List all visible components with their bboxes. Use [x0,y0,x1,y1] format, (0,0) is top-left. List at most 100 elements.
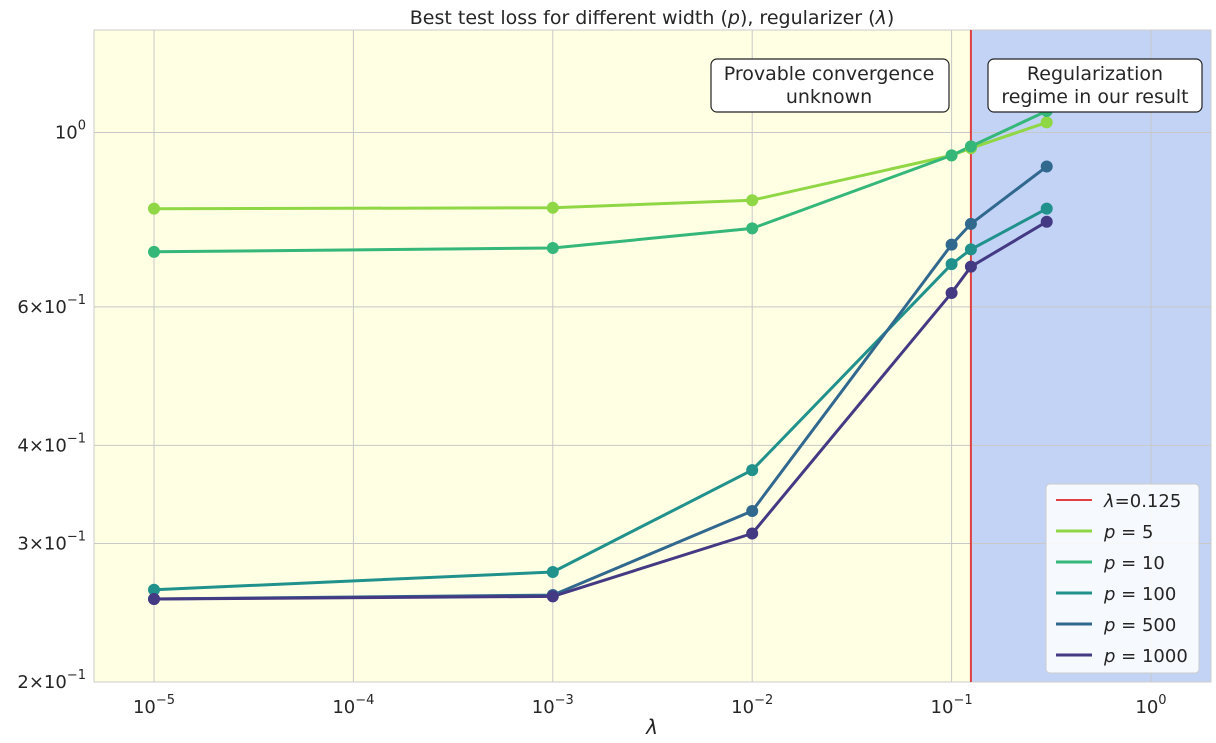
x-tick-base: 10 [332,697,355,718]
y-tick-exponent: −1 [67,293,86,308]
legend-text: = 10 [1115,553,1164,574]
data-point [546,590,559,603]
legend-box [1045,483,1200,674]
data-point [148,245,161,258]
y-tick-exponent: −1 [67,431,86,446]
series-line-3 [153,207,1048,592]
data-point [964,140,977,153]
legend-text: = 5 [1115,522,1153,543]
y-tick-base: 10 [44,672,67,693]
data-point [1040,215,1053,228]
annotation-box [710,58,950,113]
legend-text: =0.125 [1115,491,1182,512]
x-tick-label: 100 [1135,693,1166,718]
series-line-1 [153,120,1048,211]
x-tick-base: 10 [133,697,156,718]
legend-label: p = 500 [1103,615,1176,636]
data-point [746,505,759,518]
y-tick-base: 10 [44,297,67,318]
data-point [945,286,958,299]
legend-symbol: p [1103,522,1115,543]
series-lines [153,30,1048,682]
y-tick-label: 100 [55,118,86,143]
y-tick-exponent: −1 [67,530,86,545]
legend-text: = 500 [1115,615,1176,636]
chart-title: Best test loss for different width (p), … [410,7,894,29]
y-tick-exponent: 0 [78,118,86,133]
legend-symbol: p [1103,553,1115,574]
legend-symbol: p [1103,646,1115,667]
title-part: p [727,7,740,29]
y-tick-mantissa: 4× [17,435,44,456]
x-tick-exponent: −2 [754,693,773,708]
data-point [964,243,977,256]
x-tick-label: 10−1 [931,693,973,718]
annotation-text: unknown [786,86,872,108]
legend-label: p = 10 [1103,553,1165,574]
series-markers [148,104,1053,606]
x-tick-base: 10 [731,697,754,718]
x-tick-label: 10−5 [133,693,175,718]
data-point [945,149,958,162]
x-tick-base: 10 [931,697,954,718]
x-tick-base: 10 [532,697,555,718]
y-tick-label: 2×10−1 [17,668,86,693]
series-line-2 [153,109,1048,254]
x-tick-base: 10 [1135,697,1158,718]
data-point [746,527,759,540]
x-tick-exponent: −3 [555,693,574,708]
title-part: ), regularizer ( [740,7,876,29]
data-point [746,464,759,477]
data-point [945,238,958,251]
title-part: ) [887,7,894,29]
x-tick-exponent: −4 [355,693,374,708]
data-point [1040,116,1053,129]
legend-text: = 100 [1115,584,1176,605]
x-axis-label: λ [645,715,658,739]
legend-label: p = 5 [1103,522,1153,543]
data-point [746,194,759,207]
y-tick-mantissa: 3× [17,534,44,555]
series-line-5 [153,220,1048,601]
data-point [148,202,161,215]
data-point [964,260,977,273]
y-tick-mantissa: 6× [17,297,44,318]
data-point [1040,202,1053,215]
data-point [546,201,559,214]
y-tick-mantissa: 2× [17,672,44,693]
tick-labels: 10−5 10−4 10−3 10−2 10−1 1001006×10−14×10−13×… [17,118,1166,718]
data-point [148,593,161,606]
annotation-text: regime in our result [1001,86,1188,108]
legend-symbol: p [1103,615,1115,636]
plot-frame [93,29,1212,683]
data-point [546,241,559,254]
legend-label: p = 100 [1103,584,1176,605]
x-tick-label: 10−3 [532,693,574,718]
data-point [964,217,977,230]
legend-symbol: λ [1103,491,1115,512]
y-tick-label: 3×10−1 [17,530,86,555]
data-point [546,566,559,579]
y-tick-base: 10 [55,122,78,143]
region-left [94,30,971,682]
annotation-text: Regularization [1027,63,1163,85]
title-part: λ [875,7,887,29]
data-point [746,222,759,235]
y-tick-base: 10 [44,534,67,555]
y-tick-base: 10 [44,435,67,456]
x-tick-exponent: −1 [953,693,972,708]
x-tick-label: 10−2 [731,693,773,718]
x-tick-exponent: −5 [156,693,175,708]
legend-symbol: p [1103,584,1115,605]
x-tick-exponent: 0 [1158,693,1166,708]
y-tick-label: 4×10−1 [17,431,86,456]
data-point [1040,160,1053,173]
y-tick-exponent: −1 [67,668,86,683]
y-tick-label: 6×10−1 [17,293,86,318]
legend-label: λ=0.125 [1103,491,1181,512]
data-point [945,258,958,271]
annotation-box [987,58,1203,113]
annotation-text: Provable convergence [724,63,935,85]
